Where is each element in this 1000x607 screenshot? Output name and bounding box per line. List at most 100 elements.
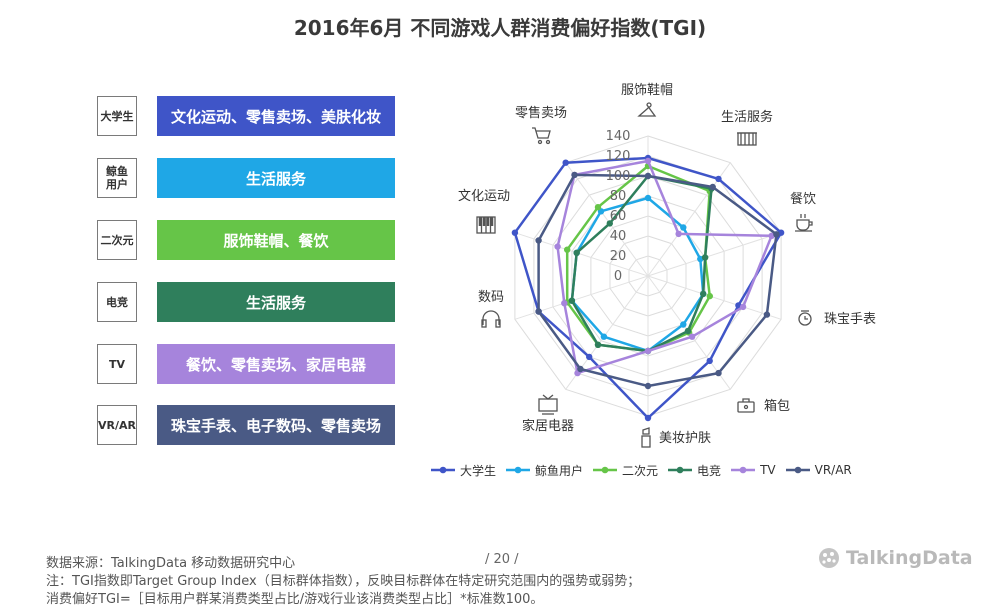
group-label: 二次元	[97, 220, 137, 260]
group-desc: 服饰鞋帽、餐饮	[157, 220, 395, 260]
group-label: 大学生	[97, 96, 137, 136]
group-desc: 文化运动、零售卖场、美肤化妆	[157, 96, 395, 136]
data-point	[573, 249, 580, 256]
legend-label: TV	[760, 463, 776, 477]
footer-note-formula: 消费偏好TGI=［目标用户群某消费类型占比/游戏行业该消费类型占比］*标准数10…	[46, 592, 544, 607]
data-point	[688, 333, 696, 340]
group-desc: 珠宝手表、电子数码、零售卖场	[157, 405, 395, 445]
logo-text: TalkingData	[846, 547, 973, 569]
legend-swatch	[668, 466, 693, 474]
legend-item: 电竞	[667, 462, 721, 479]
axis-category-label: 餐饮	[790, 191, 816, 207]
legend-item: VR/AR	[785, 463, 852, 477]
shopping-cart-icon	[532, 127, 551, 145]
grid-spoke	[565, 162, 649, 277]
data-point	[594, 341, 602, 348]
grid-spoke	[514, 232, 649, 277]
data-point	[571, 171, 578, 179]
legend-swatch	[431, 466, 455, 474]
axis-category-label: 文化运动	[458, 189, 510, 204]
radial-tick-label: 0	[614, 269, 622, 284]
group-desc: 餐饮、零售卖场、家居电器	[157, 344, 395, 384]
page-number: / 20 /	[485, 552, 519, 567]
legend-label: 二次元	[622, 463, 659, 478]
data-point	[715, 369, 722, 377]
data-point	[511, 229, 519, 236]
legend-item: TV	[730, 463, 776, 477]
tv-icon	[538, 394, 558, 415]
data-point	[684, 327, 692, 335]
group-label: TV	[97, 344, 137, 384]
legend-swatch	[731, 466, 756, 474]
legend-swatch	[593, 466, 618, 474]
group-label: VR/AR	[97, 405, 137, 445]
group-desc: 生活服务	[157, 282, 395, 322]
axis-category-label: 零售卖场	[515, 105, 567, 121]
radial-tick-label: 20	[610, 249, 627, 264]
legend-swatch	[785, 466, 810, 474]
data-point	[706, 292, 713, 300]
data-point	[594, 204, 602, 211]
group-row: 二次元 服饰鞋帽、餐饮	[97, 220, 395, 260]
footer-source: 数据来源：TalkingData 移动数据研究中心	[46, 556, 296, 571]
legend-label: VR/AR	[814, 463, 852, 477]
radial-tick-label: 120	[606, 149, 631, 164]
group-row: VR/AR 珠宝手表、电子数码、零售卖场	[97, 405, 395, 445]
axis-category-label: 生活服务	[721, 109, 773, 125]
radial-tick-label: 40	[610, 229, 627, 244]
data-point	[644, 194, 652, 202]
radial-tick-label: 80	[610, 189, 627, 204]
bag-icon	[737, 398, 755, 413]
grid-spoke	[647, 232, 782, 277]
grid-spoke	[647, 275, 782, 320]
data-point	[561, 300, 568, 307]
legend-item: 大学生	[430, 462, 496, 479]
data-point	[715, 175, 722, 183]
axis-category-label: 家居电器	[522, 418, 574, 434]
coffee-cup-icon	[795, 214, 813, 232]
data-point	[644, 347, 652, 355]
radial-tick-label: 100	[606, 169, 631, 184]
axis-category-label: 箱包	[764, 398, 790, 414]
footer-note-tgi: 注：TGI指数即Target Group Index（目标群体指数），反映目标群…	[46, 574, 641, 589]
headphones-icon	[481, 310, 501, 328]
group-label: 鲸鱼 用户	[97, 158, 137, 198]
data-point	[675, 230, 682, 238]
data-point	[564, 246, 571, 253]
data-point	[768, 232, 775, 239]
watch-icon	[798, 310, 812, 326]
hanger-icon	[637, 102, 657, 117]
chart-legend: 大学生 鲸鱼用户 二次元 电竞 TV VR/AR	[430, 461, 861, 479]
grid-spoke	[647, 162, 731, 277]
axis-category-label: 珠宝手表	[824, 312, 876, 327]
data-point	[644, 414, 652, 422]
legend-label: 鲸鱼用户	[535, 463, 584, 478]
legend-swatch	[506, 466, 531, 474]
legend-label: 大学生	[460, 463, 497, 478]
data-point	[680, 224, 687, 231]
axis-category-label: 美妆护肤	[659, 431, 711, 446]
building-icon	[737, 132, 757, 146]
data-point	[586, 353, 593, 361]
data-point	[709, 183, 716, 191]
legend-label: 电竞	[697, 463, 722, 478]
talkingdata-logo: TalkingData	[818, 546, 973, 570]
lipstick-icon	[641, 427, 651, 448]
radial-tick-label: 140	[606, 129, 631, 144]
data-point	[763, 311, 771, 318]
data-point	[644, 172, 652, 180]
data-point	[600, 333, 608, 340]
data-point	[606, 220, 613, 227]
data-point	[680, 321, 687, 328]
group-row: 大学生 文化运动、零售卖场、美肤化妆	[97, 96, 395, 136]
piano-keys-icon	[476, 216, 496, 234]
data-point	[700, 290, 707, 298]
axis-category-label: 服饰鞋帽	[621, 82, 673, 98]
group-desc: 生活服务	[157, 158, 395, 198]
data-point	[577, 365, 584, 373]
logo-mark-icon	[819, 548, 839, 568]
data-point	[739, 303, 747, 311]
radial-tick-label: 60	[610, 209, 627, 224]
group-row: TV 餐饮、零售卖场、家居电器	[97, 344, 395, 384]
